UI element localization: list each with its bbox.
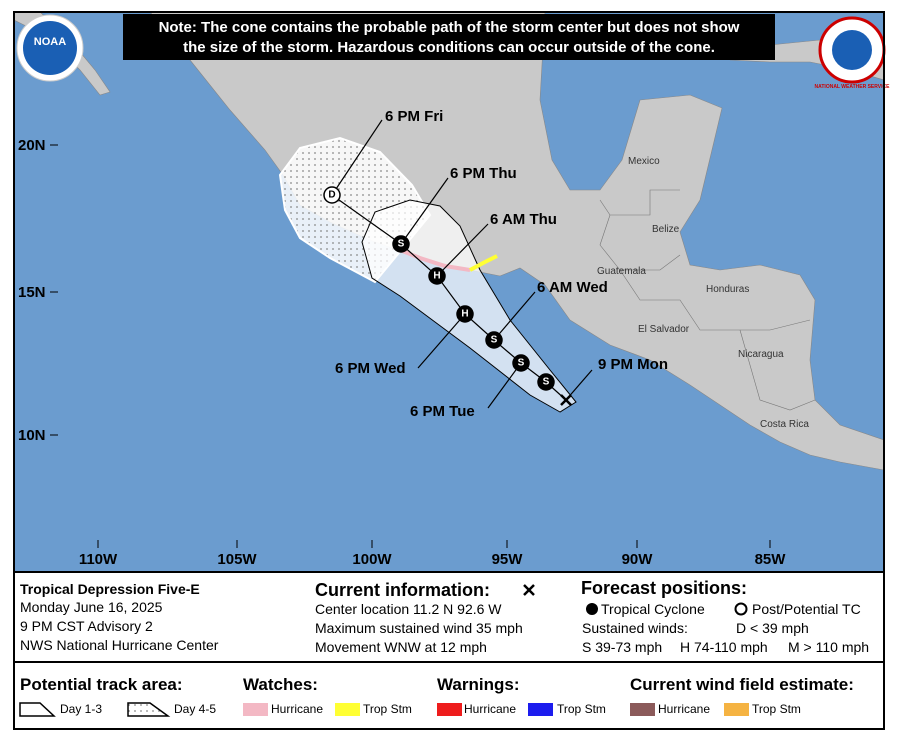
current-info: Maximum sustained wind 35 mph bbox=[315, 620, 523, 636]
forecast-point bbox=[512, 354, 530, 372]
storm-info: NWS National Hurricane Center bbox=[20, 637, 219, 653]
legend-item: Trop Stm bbox=[752, 702, 801, 716]
swatch bbox=[724, 703, 749, 716]
borders bbox=[599, 189, 816, 411]
note: the size of the storm. Hazardous conditi… bbox=[183, 39, 715, 56]
tc-symbol bbox=[586, 603, 598, 615]
legend-item: Day 4-5 bbox=[174, 702, 216, 716]
place: Mexico bbox=[628, 156, 660, 167]
legend-item: Day 1-3 bbox=[60, 702, 102, 716]
note-box bbox=[123, 14, 775, 60]
current-info: Center location 11.2 N 92.6 W bbox=[315, 601, 502, 617]
forecast-info: Tropical Cyclone bbox=[601, 601, 705, 617]
legend-item: Hurricane bbox=[271, 702, 323, 716]
forecast-title: Forecast positions: bbox=[581, 578, 747, 598]
legend-title: Potential track area: bbox=[20, 675, 183, 694]
place: Nicaragua bbox=[738, 349, 784, 360]
lat-label: 10N bbox=[18, 427, 46, 444]
forecast-point bbox=[456, 305, 474, 323]
forecast-point-label: S bbox=[543, 377, 550, 388]
forecast-point-label: D bbox=[328, 190, 335, 201]
forecast-label: 6 PM Thu bbox=[450, 165, 517, 182]
storm-info: Monday June 16, 2025 bbox=[20, 599, 163, 615]
forecast-label: 6 AM Thu bbox=[490, 211, 557, 228]
forecast-point-label: H bbox=[433, 271, 440, 282]
forecast-info: S 39-73 mph bbox=[582, 639, 662, 655]
swatch bbox=[243, 703, 268, 716]
lon-label: 110W bbox=[79, 551, 118, 568]
forecast-label: 6 PM Tue bbox=[410, 403, 475, 420]
swatch bbox=[528, 703, 553, 716]
swatch bbox=[630, 703, 655, 716]
legend-item: Hurricane bbox=[464, 702, 516, 716]
forecast-point bbox=[392, 235, 410, 253]
current-info: Movement WNW at 12 mph bbox=[315, 639, 487, 655]
current-x bbox=[523, 584, 535, 596]
forecast-label: 6 AM Wed bbox=[537, 279, 608, 296]
current-title: Current information: bbox=[315, 580, 490, 600]
nws-logo: NATIONAL WEATHER SERVICE bbox=[815, 16, 891, 90]
forecast-info: H 74-110 mph bbox=[680, 639, 768, 655]
place: Costa Rica bbox=[760, 419, 809, 430]
forecast-info: M > 110 mph bbox=[788, 639, 869, 655]
forecast-point bbox=[485, 331, 503, 349]
lat-label: 20N bbox=[18, 137, 46, 154]
swatch bbox=[335, 703, 360, 716]
label-leaders bbox=[331, 119, 593, 409]
forecast-point-label: S bbox=[491, 335, 498, 346]
ptc-symbol bbox=[734, 602, 748, 616]
watch-hurricane bbox=[399, 248, 471, 272]
lon-label: 105W bbox=[217, 551, 257, 568]
forecast-point bbox=[428, 267, 446, 285]
place: Guatemala bbox=[597, 266, 646, 277]
forecast-point bbox=[537, 373, 555, 391]
logo-text: NATIONAL WEATHER SERVICE bbox=[815, 84, 891, 90]
legend-item: Hurricane bbox=[658, 702, 710, 716]
swatch bbox=[437, 703, 462, 716]
lat-label: 15N bbox=[18, 284, 46, 301]
lon-label: 100W bbox=[352, 551, 392, 568]
legend-title: Watches: bbox=[243, 675, 318, 694]
forecast-label: 6 PM Wed bbox=[335, 360, 406, 377]
lon-label: 85W bbox=[755, 551, 787, 568]
legend-title: Current wind field estimate: bbox=[630, 675, 854, 694]
lon-label: 90W bbox=[622, 551, 654, 568]
storm-name: Tropical Depression Five-E bbox=[20, 581, 200, 597]
forecast-label: 9 PM Mon bbox=[598, 356, 668, 373]
note: Note: The cone contains the probable pat… bbox=[159, 19, 740, 36]
forecast-point bbox=[323, 186, 341, 204]
forecast-point-label: S bbox=[518, 358, 525, 369]
forecast-info: Sustained winds: bbox=[582, 620, 688, 636]
forecast-point-label: H bbox=[461, 309, 468, 320]
logo-text: NOAA bbox=[34, 36, 66, 48]
forecast-points: S S S H H S D bbox=[323, 186, 555, 391]
day13-swatch bbox=[19, 702, 56, 717]
place: Belize bbox=[652, 224, 680, 235]
place: El Salvador bbox=[638, 324, 690, 335]
day45-swatch bbox=[127, 702, 171, 717]
forecast-info: Post/Potential TC bbox=[752, 601, 861, 617]
storm-info: 9 PM CST Advisory 2 bbox=[20, 618, 153, 634]
place: Honduras bbox=[706, 284, 749, 295]
lon-label: 95W bbox=[492, 551, 524, 568]
info-panel bbox=[13, 571, 885, 730]
legend-item: Trop Stm bbox=[557, 702, 606, 716]
forecast-label: 6 PM Fri bbox=[385, 108, 443, 125]
legend-item: Trop Stm bbox=[363, 702, 412, 716]
forecast-info: D < 39 mph bbox=[736, 620, 809, 636]
current-position bbox=[560, 394, 572, 406]
noaa-logo: NOAA bbox=[16, 14, 84, 82]
ticks bbox=[50, 144, 771, 548]
legend-title: Warnings: bbox=[437, 675, 519, 694]
watch-tropstm bbox=[469, 254, 498, 272]
map: S S S H H S D 9 PM Mon 6 PM Tue 6 AM Wed 6 PM … bbox=[14, 12, 884, 572]
forecast-point-label: S bbox=[398, 239, 405, 250]
